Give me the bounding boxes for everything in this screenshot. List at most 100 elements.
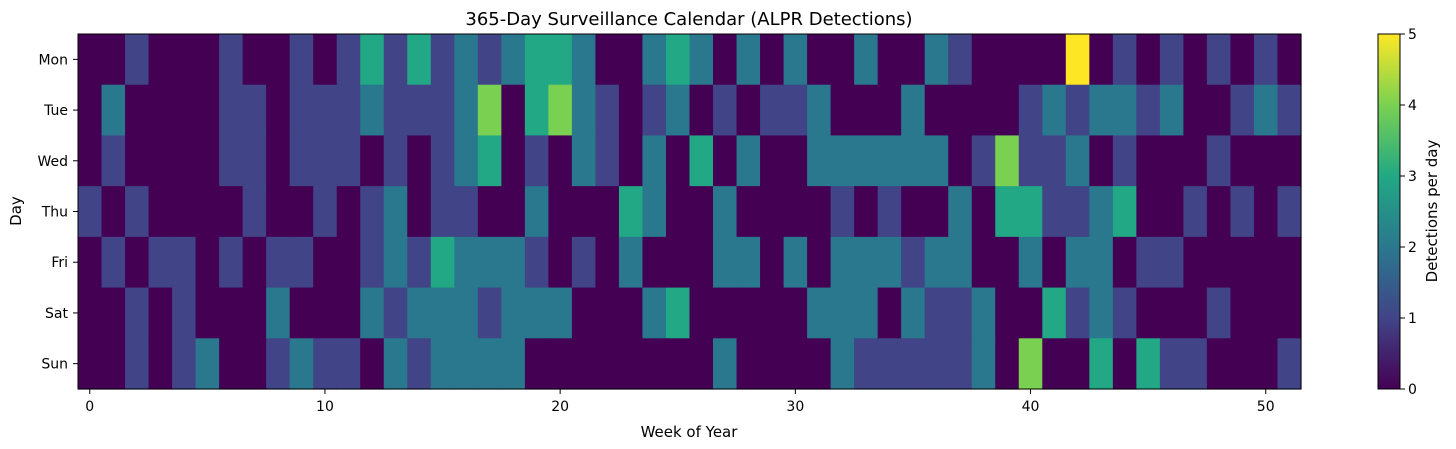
heatmap-cell: [524, 338, 549, 390]
heatmap-cell: [148, 84, 173, 137]
heatmap-cell: [689, 287, 714, 339]
heatmap-cell: [1042, 287, 1067, 339]
heatmap-cell: [595, 338, 620, 390]
heatmap-cell: [477, 338, 502, 390]
heatmap-cell: [665, 135, 691, 187]
x-tick-label: 0: [85, 399, 94, 415]
heatmap-cell: [807, 236, 832, 289]
heatmap-cell: [78, 338, 103, 390]
heatmap-cell: [1277, 84, 1302, 137]
heatmap-cell: [995, 186, 1020, 238]
heatmap-cell: [548, 34, 573, 86]
heatmap-cell: [571, 236, 597, 289]
heatmap-cell: [336, 287, 361, 339]
heatmap-cell: [642, 135, 667, 187]
heatmap-cell: [665, 287, 691, 339]
heatmap-cell: [689, 135, 714, 187]
heatmap-cell: [501, 236, 526, 289]
heatmap-cell: [242, 186, 267, 238]
heatmap-cell: [1136, 135, 1161, 187]
heatmap-cell: [125, 34, 150, 86]
heatmap-cell: [242, 135, 267, 187]
heatmap-cell: [313, 186, 338, 238]
heatmap-cell: [1089, 287, 1114, 339]
heatmap-cell: [289, 84, 314, 137]
x-ticks: 0 10 20 30 40 50: [85, 389, 1275, 415]
heatmap-cell: [430, 186, 455, 238]
heatmap-cell: [1277, 186, 1302, 238]
heatmap-cell: [1206, 34, 1232, 86]
heatmap-cell: [830, 338, 855, 390]
heatmap-cell: [1253, 186, 1279, 238]
heatmap-cell: [1253, 236, 1279, 289]
heatmap-cell: [477, 236, 502, 289]
heatmap-cell: [172, 84, 197, 137]
heatmap-cell: [807, 84, 832, 137]
heatmap-cell: [665, 186, 691, 238]
heatmap-cell: [454, 135, 479, 187]
heatmap-cell: [1183, 84, 1208, 137]
heatmap-cell: [548, 287, 573, 339]
heatmap-cell: [524, 34, 549, 86]
heatmap-cell: [1159, 338, 1184, 390]
heatmap-cell: [854, 186, 879, 238]
heatmap-cell: [407, 135, 432, 187]
heatmap-cell: [383, 135, 408, 187]
heatmap-cell: [78, 236, 103, 289]
y-tick-label: Fri: [51, 255, 68, 271]
heatmap-cell: [172, 186, 197, 238]
heatmap-cell: [1159, 84, 1184, 137]
heatmap-cell: [924, 34, 949, 86]
heatmap-cell: [148, 135, 173, 187]
heatmap-cell: [689, 34, 714, 86]
heatmap-cell: [877, 287, 902, 339]
heatmap-cell: [571, 338, 597, 390]
heatmap-cell: [1230, 236, 1255, 289]
heatmap-cell: [195, 236, 220, 289]
heatmap-cell: [618, 338, 644, 390]
heatmap-cell: [1018, 287, 1043, 339]
heatmap-cell: [713, 236, 738, 289]
heatmap-cell: [877, 236, 902, 289]
heatmap-cell: [901, 186, 926, 238]
heatmap-cell: [524, 287, 549, 339]
heatmap-cell: [360, 338, 385, 390]
heatmap-cells: [78, 34, 1302, 390]
heatmap-cell: [148, 186, 173, 238]
heatmap-cell: [1042, 135, 1067, 187]
heatmap-cell: [289, 135, 314, 187]
heatmap-cell: [760, 34, 785, 86]
heatmap-cell: [1159, 186, 1184, 238]
heatmap-cell: [336, 186, 361, 238]
heatmap-cell: [689, 236, 714, 289]
heatmap-cell: [242, 236, 267, 289]
heatmap-cell: [407, 236, 432, 289]
heatmap-cell: [1065, 135, 1090, 187]
heatmap-cell: [618, 287, 644, 339]
heatmap-cell: [242, 287, 267, 339]
heatmap-cell: [1159, 236, 1184, 289]
heatmap-cell: [665, 34, 691, 86]
heatmap-cell: [407, 186, 432, 238]
heatmap-cell: [948, 34, 973, 86]
heatmap-cell: [1089, 236, 1114, 289]
heatmap-cell: [689, 186, 714, 238]
heatmap-cell: [219, 236, 244, 289]
heatmap-cell: [383, 84, 408, 137]
heatmap-cell: [1042, 186, 1067, 238]
heatmap-cell: [1112, 236, 1137, 289]
heatmap-cell: [1065, 84, 1090, 137]
heatmap-cell: [571, 287, 597, 339]
heatmap-cell: [1065, 287, 1090, 339]
x-tick-label: 30: [786, 399, 804, 415]
heatmap-cell: [125, 135, 150, 187]
heatmap-cell: [1112, 84, 1137, 137]
heatmap-cell: [807, 186, 832, 238]
heatmap-cell: [618, 186, 644, 238]
heatmap-cell: [595, 287, 620, 339]
heatmap-cell: [783, 287, 808, 339]
heatmap-cell: [430, 287, 455, 339]
heatmap-cell: [1112, 34, 1137, 86]
heatmap-cell: [219, 287, 244, 339]
